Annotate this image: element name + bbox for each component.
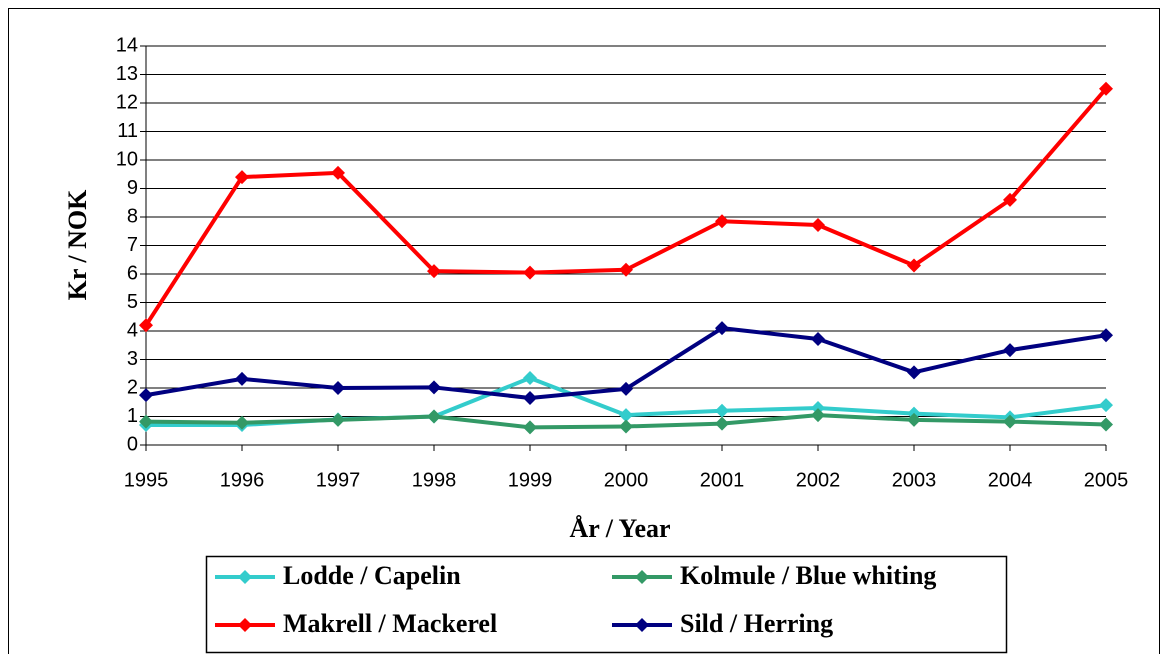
point bbox=[619, 381, 633, 396]
point bbox=[427, 409, 441, 424]
point bbox=[235, 170, 249, 185]
y-tick-label: 8 bbox=[127, 205, 138, 227]
point bbox=[1099, 328, 1113, 343]
point bbox=[1003, 192, 1017, 207]
y-tick-label: 4 bbox=[127, 319, 138, 341]
point bbox=[1003, 343, 1017, 358]
y-tick-label: 0 bbox=[127, 433, 138, 455]
y-tick-label: 3 bbox=[127, 348, 138, 370]
legend-label: Lodde / Capelin bbox=[283, 561, 461, 590]
x-tick-label: 1997 bbox=[316, 469, 361, 491]
point bbox=[427, 264, 441, 279]
point bbox=[811, 400, 825, 415]
point bbox=[715, 403, 729, 418]
point bbox=[619, 419, 633, 434]
point bbox=[235, 415, 249, 430]
y-tick-label: 2 bbox=[127, 376, 138, 398]
x-tick-label: 1995 bbox=[124, 469, 169, 491]
point bbox=[331, 165, 345, 180]
legend-marker bbox=[238, 570, 252, 584]
point bbox=[331, 412, 345, 427]
x-tick-label: 1999 bbox=[508, 469, 553, 491]
point bbox=[523, 265, 537, 280]
y-tick-label: 10 bbox=[116, 148, 138, 170]
point bbox=[619, 408, 633, 423]
point bbox=[907, 258, 921, 273]
legend-marker bbox=[635, 618, 649, 632]
point bbox=[427, 380, 441, 395]
x-tick-label: 1996 bbox=[220, 469, 265, 491]
point bbox=[523, 420, 537, 435]
point bbox=[523, 390, 537, 405]
legend-marker bbox=[635, 570, 649, 584]
point bbox=[139, 388, 153, 403]
y-tick-label: 9 bbox=[127, 177, 138, 199]
point bbox=[139, 318, 153, 333]
legend-label: Kolmule / Blue whiting bbox=[680, 561, 936, 590]
x-tick-label: 2001 bbox=[700, 469, 745, 491]
point bbox=[619, 262, 633, 277]
legend-label: Makrell / Mackerel bbox=[283, 609, 497, 638]
x-axis-title: År / Year bbox=[569, 514, 670, 543]
point bbox=[811, 408, 825, 423]
point bbox=[235, 371, 249, 386]
y-tick-label: 11 bbox=[117, 120, 138, 142]
y-tick-label: 7 bbox=[127, 234, 138, 256]
point bbox=[523, 371, 537, 386]
y-axis-title: Kr / NOK bbox=[63, 189, 92, 301]
legend-label: Sild / Herring bbox=[680, 609, 833, 638]
point bbox=[811, 331, 825, 346]
y-tick-label: 12 bbox=[116, 91, 138, 113]
point bbox=[811, 217, 825, 232]
x-tick-label: 2000 bbox=[604, 469, 649, 491]
point bbox=[331, 381, 345, 395]
point bbox=[1099, 81, 1113, 96]
x-tick-label: 1998 bbox=[412, 469, 457, 491]
y-tick-label: 6 bbox=[127, 262, 138, 284]
x-tick-label: 2004 bbox=[988, 469, 1033, 491]
x-tick-label: 2005 bbox=[1084, 469, 1129, 491]
y-tick-label: 1 bbox=[127, 405, 138, 427]
x-tick-label: 2002 bbox=[796, 469, 841, 491]
y-tick-label: 14 bbox=[116, 34, 138, 56]
point bbox=[1099, 417, 1113, 432]
point bbox=[1003, 414, 1017, 429]
legend-marker bbox=[238, 618, 252, 632]
point bbox=[907, 365, 921, 380]
point bbox=[907, 412, 921, 427]
x-tick-label: 2003 bbox=[892, 469, 937, 491]
point bbox=[1099, 398, 1113, 413]
legend-box bbox=[205, 555, 1008, 654]
point bbox=[139, 414, 153, 429]
y-tick-label: 5 bbox=[127, 291, 138, 313]
point bbox=[715, 416, 729, 431]
point bbox=[715, 321, 729, 336]
point bbox=[715, 214, 729, 229]
y-tick-label: 13 bbox=[116, 63, 138, 85]
